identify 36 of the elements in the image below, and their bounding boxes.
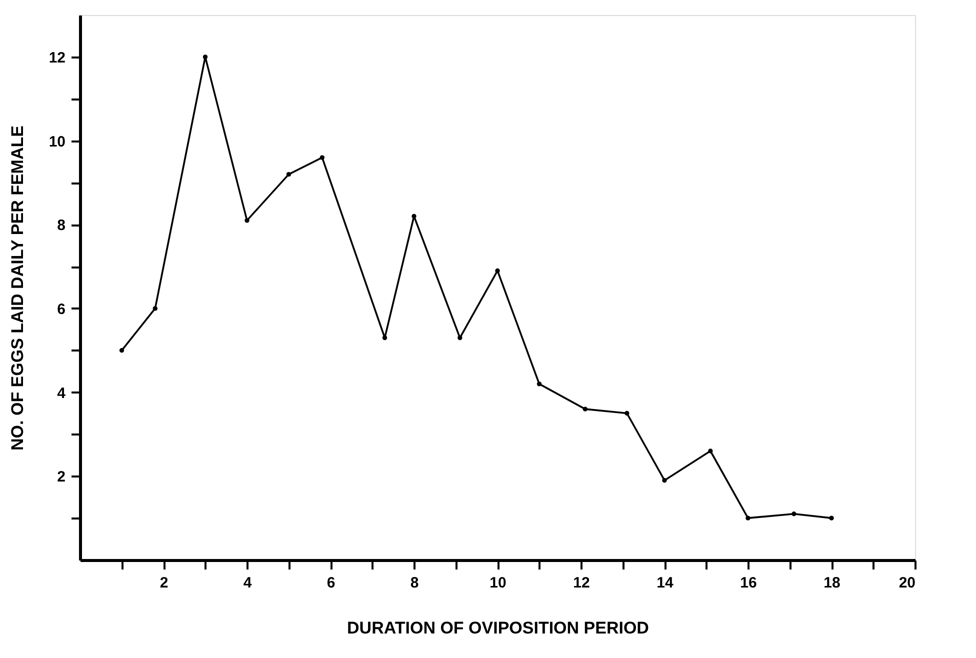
point <box>382 335 388 340</box>
point <box>458 335 462 340</box>
point <box>286 172 292 177</box>
y-tick-label: 12 <box>48 49 66 66</box>
point <box>708 448 713 454</box>
point <box>244 218 250 223</box>
x-tick-label: 20 <box>898 574 916 592</box>
point <box>829 516 834 520</box>
point <box>119 348 124 353</box>
point <box>582 406 588 412</box>
x-tick-label: 12 <box>573 574 590 592</box>
x-tick-label: 14 <box>656 574 674 592</box>
point <box>495 268 500 274</box>
point <box>662 478 667 483</box>
x-tick-label: 4 <box>243 574 252 592</box>
point <box>152 306 158 311</box>
y-tick-label: 4 <box>57 384 66 402</box>
x-tick-label: 18 <box>824 574 840 592</box>
x-tick-label: 16 <box>740 574 757 592</box>
y-tick-label: 2 <box>57 468 66 486</box>
point <box>746 516 750 520</box>
point <box>202 54 208 60</box>
y-axis-title: NO. OF EGGS LAID DAILY PER FEMALE <box>8 126 27 450</box>
point <box>320 155 324 160</box>
x-tick-label: 8 <box>410 574 419 592</box>
x-tick-label: 6 <box>326 574 336 592</box>
point <box>792 512 796 516</box>
x-tick-label: 2 <box>160 574 168 592</box>
x-tick-label: 10 <box>490 574 506 592</box>
point <box>624 410 630 416</box>
y-tick-label: 8 <box>57 217 66 234</box>
point <box>412 214 416 219</box>
y-tick-label: 10 <box>48 133 66 150</box>
point <box>536 382 542 386</box>
x-axis-title: DURATION OF OVIPOSITION PERIOD <box>347 618 649 638</box>
y-tick-label: 6 <box>57 300 66 318</box>
